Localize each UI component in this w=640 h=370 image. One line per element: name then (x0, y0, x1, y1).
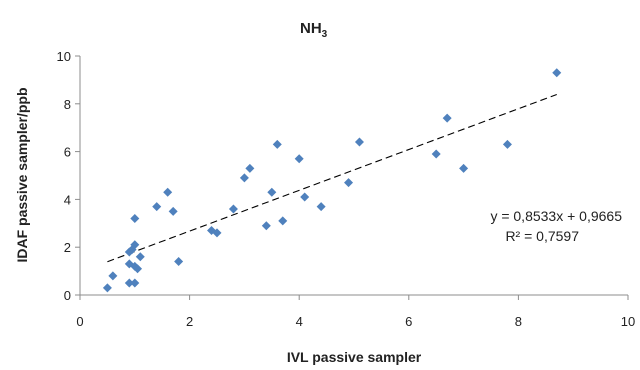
data-point (442, 113, 452, 123)
x-tick-label: 0 (76, 314, 83, 329)
data-point (130, 214, 140, 224)
r-squared-label: R² = 0,7597 (505, 228, 579, 244)
data-point (459, 163, 469, 173)
data-point (108, 271, 118, 281)
y-tick-label: 8 (64, 97, 71, 112)
data-point (228, 204, 238, 214)
x-tick-label: 2 (186, 314, 193, 329)
x-tick-label: 6 (405, 314, 412, 329)
x-tick-label: 4 (296, 314, 303, 329)
data-point (431, 149, 441, 159)
data-point (135, 252, 145, 262)
chart-title: NH3 (300, 20, 328, 40)
data-point (502, 139, 512, 149)
x-tick-label: 8 (515, 314, 522, 329)
plot-area: 0 2 4 6 8 10 0 2 4 6 8 10 (57, 49, 636, 329)
y-tick-label: 0 (64, 288, 71, 303)
data-point (163, 187, 173, 197)
y-tick-label: 2 (64, 240, 71, 255)
chart-title-subscript: 3 (322, 29, 328, 40)
data-point (272, 139, 282, 149)
y-axis-label: IDAF passive sampler/ppb (14, 87, 30, 262)
data-point (152, 202, 162, 212)
chart-title-main: NH (300, 20, 322, 37)
x-tick-label: 10 (621, 314, 635, 329)
data-point (133, 264, 143, 274)
data-point (174, 257, 184, 267)
data-point (130, 278, 140, 288)
data-point (300, 192, 310, 202)
data-point (552, 68, 562, 78)
data-point (316, 202, 326, 212)
trendline (107, 93, 557, 263)
trendline-equation: y = 0,8533x + 0,9665 (490, 208, 622, 224)
data-point (354, 137, 364, 147)
y-tick-label: 4 (64, 192, 71, 207)
data-point (168, 206, 178, 216)
y-tick-label: 10 (57, 49, 71, 64)
data-point (130, 240, 140, 250)
data-point (124, 278, 134, 288)
data-point (261, 221, 271, 231)
data-point (212, 228, 222, 238)
data-point (102, 283, 112, 293)
y-tick-label: 6 (64, 145, 71, 160)
data-point (294, 154, 304, 164)
data-point (239, 173, 249, 183)
data-point (245, 163, 255, 173)
data-point (344, 178, 354, 188)
data-point (278, 216, 288, 226)
x-axis-label: IVL passive sampler (287, 349, 422, 365)
data-point (267, 187, 277, 197)
